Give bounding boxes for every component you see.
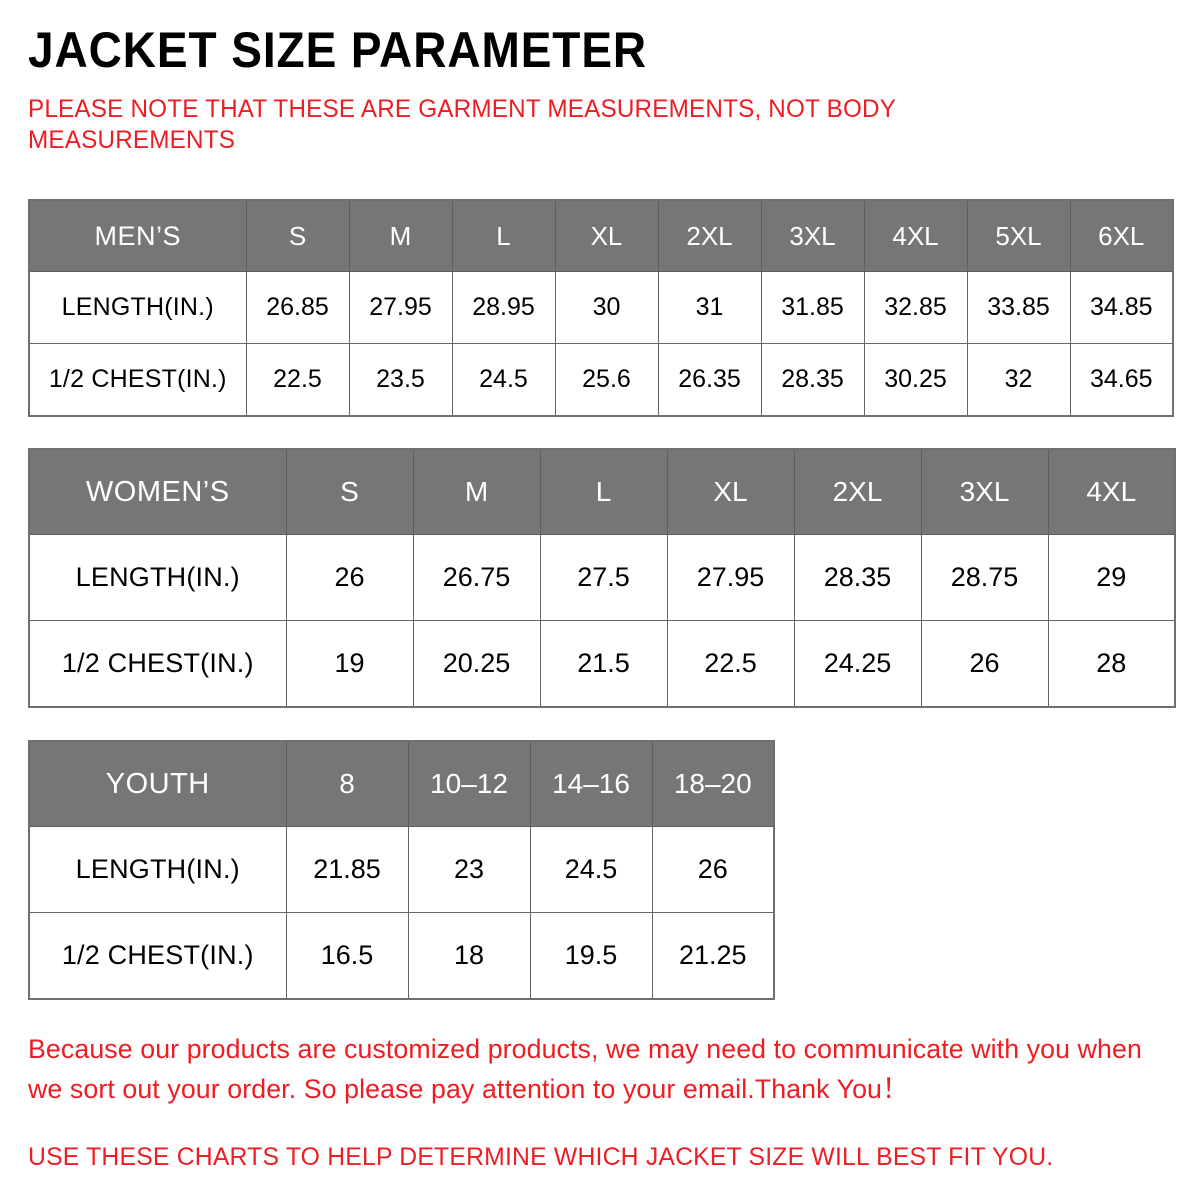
chart-usage-note: USE THESE CHARTS TO HELP DETERMINE WHICH… xyxy=(28,1143,1054,1171)
womens-length-xl: 27.95 xyxy=(666,534,795,621)
womens-length-4xl: 29 xyxy=(1047,534,1176,621)
youth-size-header-8: 8 xyxy=(285,740,409,827)
table-row: LENGTH(IN.) 26.85 27.95 28.95 30 31 31.8… xyxy=(28,271,1174,344)
table-row: 1/2 CHEST(IN.) 19 20.25 21.5 22.5 24.25 … xyxy=(28,620,1176,708)
mens-chest-3xl: 28.35 xyxy=(760,343,865,417)
youth-size-header-14-16: 14–16 xyxy=(529,740,653,827)
mens-size-header-4xl: 4XL xyxy=(863,199,968,272)
mens-size-header-m: M xyxy=(348,199,453,272)
mens-length-xl: 30 xyxy=(554,271,659,344)
womens-length-m: 26.75 xyxy=(412,534,541,621)
mens-length-3xl: 31.85 xyxy=(760,271,865,344)
youth-length-10-12: 23 xyxy=(407,826,531,913)
youth-length-8: 21.85 xyxy=(285,826,409,913)
mens-chest-s: 22.5 xyxy=(245,343,350,417)
mens-chest-m: 23.5 xyxy=(348,343,453,417)
womens-chest-l: 21.5 xyxy=(539,620,668,708)
table-header-row: WOMEN’S S M L XL 2XL 3XL 4XL xyxy=(28,448,1176,535)
womens-size-header-l: L xyxy=(539,448,668,535)
mens-length-label: LENGTH(IN.) xyxy=(28,271,247,344)
youth-table-body: LENGTH(IN.) 21.85 23 24.5 26 1/2 CHEST(I… xyxy=(28,826,775,1000)
womens-size-header-2xl: 2XL xyxy=(793,448,922,535)
table-row: LENGTH(IN.) 26 26.75 27.5 27.95 28.35 28… xyxy=(28,534,1176,621)
mens-size-header-3xl: 3XL xyxy=(760,199,865,272)
youth-length-18-20: 26 xyxy=(651,826,775,913)
womens-chest-label: 1/2 CHEST(IN.) xyxy=(28,620,287,708)
womens-chest-4xl: 28 xyxy=(1047,620,1176,708)
womens-chest-s: 19 xyxy=(285,620,414,708)
youth-chest-18-20: 21.25 xyxy=(651,912,775,1000)
womens-length-2xl: 28.35 xyxy=(793,534,922,621)
womens-size-header-s: S xyxy=(285,448,414,535)
youth-size-header-10-12: 10–12 xyxy=(407,740,531,827)
womens-corner-label: WOMEN’S xyxy=(28,448,287,535)
youth-table-header: YOUTH 8 10–12 14–16 18–20 xyxy=(28,740,775,827)
womens-size-header-m: M xyxy=(412,448,541,535)
heading-block: JACKET SIZE PARAMETER PLEASE NOTE THAT T… xyxy=(28,24,1172,156)
womens-chest-m: 20.25 xyxy=(412,620,541,708)
youth-length-14-16: 24.5 xyxy=(529,826,653,913)
youth-chest-14-16: 19.5 xyxy=(529,912,653,1000)
mens-length-6xl: 34.85 xyxy=(1069,271,1174,344)
mens-size-header-5xl: 5XL xyxy=(966,199,1071,272)
mens-chest-4xl: 30.25 xyxy=(863,343,968,417)
womens-size-header-4xl: 4XL xyxy=(1047,448,1176,535)
mens-chest-5xl: 32 xyxy=(966,343,1071,417)
mens-length-m: 27.95 xyxy=(348,271,453,344)
womens-length-3xl: 28.75 xyxy=(920,534,1049,621)
mens-chest-6xl: 34.65 xyxy=(1069,343,1174,417)
mens-table-header: MEN’S S M L XL 2XL 3XL 4XL 5XL 6XL xyxy=(28,199,1174,272)
womens-size-table: WOMEN’S S M L XL 2XL 3XL 4XL LENGTH(IN.)… xyxy=(28,448,1176,708)
mens-length-5xl: 33.85 xyxy=(966,271,1071,344)
youth-chest-label: 1/2 CHEST(IN.) xyxy=(28,912,287,1000)
youth-length-label: LENGTH(IN.) xyxy=(28,826,287,913)
mens-size-header-6xl: 6XL xyxy=(1069,199,1174,272)
customization-note: Because our products are customized prod… xyxy=(28,1034,1142,1104)
womens-size-header-xl: XL xyxy=(666,448,795,535)
page-title: JACKET SIZE PARAMETER xyxy=(28,22,648,78)
mens-size-header-s: S xyxy=(245,199,350,272)
table-header-row: MEN’S S M L XL 2XL 3XL 4XL 5XL 6XL xyxy=(28,199,1174,272)
womens-table-header: WOMEN’S S M L XL 2XL 3XL 4XL xyxy=(28,448,1176,535)
youth-size-header-18-20: 18–20 xyxy=(651,740,775,827)
womens-chest-xl: 22.5 xyxy=(666,620,795,708)
youth-size-table: YOUTH 8 10–12 14–16 18–20 LENGTH(IN.) 21… xyxy=(28,740,775,1000)
womens-length-s: 26 xyxy=(285,534,414,621)
table-row: 1/2 CHEST(IN.) 16.5 18 19.5 21.25 xyxy=(28,912,775,1000)
mens-size-header-2xl: 2XL xyxy=(657,199,762,272)
mens-length-2xl: 31 xyxy=(657,271,762,344)
mens-size-header-l: L xyxy=(451,199,556,272)
mens-size-header-xl: XL xyxy=(554,199,659,272)
table-row: LENGTH(IN.) 21.85 23 24.5 26 xyxy=(28,826,775,913)
womens-length-l: 27.5 xyxy=(539,534,668,621)
womens-size-header-3xl: 3XL xyxy=(920,448,1049,535)
mens-table-body: LENGTH(IN.) 26.85 27.95 28.95 30 31 31.8… xyxy=(28,271,1174,417)
womens-chest-2xl: 24.25 xyxy=(793,620,922,708)
womens-length-label: LENGTH(IN.) xyxy=(28,534,287,621)
mens-chest-xl: 25.6 xyxy=(554,343,659,417)
mens-corner-label: MEN’S xyxy=(28,199,247,272)
youth-chest-8: 16.5 xyxy=(285,912,409,1000)
mens-length-4xl: 32.85 xyxy=(863,271,968,344)
mens-chest-2xl: 26.35 xyxy=(657,343,762,417)
table-header-row: YOUTH 8 10–12 14–16 18–20 xyxy=(28,740,775,827)
youth-chest-10-12: 18 xyxy=(407,912,531,1000)
womens-chest-3xl: 26 xyxy=(920,620,1049,708)
youth-corner-label: YOUTH xyxy=(28,740,287,827)
mens-length-s: 26.85 xyxy=(245,271,350,344)
footer-notes: Because our products are customized prod… xyxy=(28,1029,1178,1177)
measurement-disclaimer: PLEASE NOTE THAT THESE ARE GARMENT MEASU… xyxy=(28,95,896,154)
table-row: 1/2 CHEST(IN.) 22.5 23.5 24.5 25.6 26.35… xyxy=(28,343,1174,417)
mens-chest-label: 1/2 CHEST(IN.) xyxy=(28,343,247,417)
mens-length-l: 28.95 xyxy=(451,271,556,344)
mens-size-table: MEN’S S M L XL 2XL 3XL 4XL 5XL 6XL LENGT… xyxy=(28,199,1174,417)
mens-chest-l: 24.5 xyxy=(451,343,556,417)
womens-table-body: LENGTH(IN.) 26 26.75 27.5 27.95 28.35 28… xyxy=(28,534,1176,708)
